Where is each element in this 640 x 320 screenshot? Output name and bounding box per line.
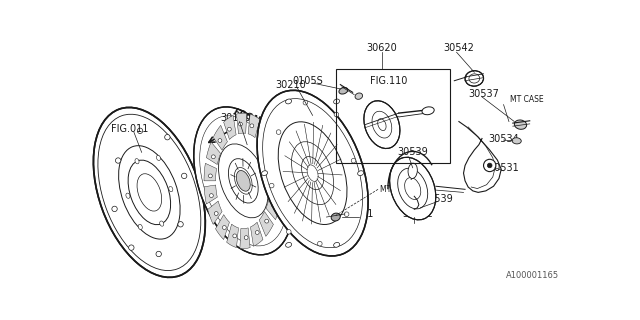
Ellipse shape bbox=[138, 224, 142, 229]
Circle shape bbox=[178, 221, 183, 227]
Text: MT CASE: MT CASE bbox=[380, 185, 414, 194]
Ellipse shape bbox=[93, 108, 205, 277]
Polygon shape bbox=[216, 215, 230, 240]
Circle shape bbox=[164, 134, 170, 140]
Ellipse shape bbox=[194, 107, 293, 255]
Polygon shape bbox=[204, 185, 218, 204]
Circle shape bbox=[351, 158, 356, 163]
Circle shape bbox=[271, 203, 275, 207]
Text: 30210: 30210 bbox=[276, 80, 307, 90]
Text: A50831: A50831 bbox=[337, 209, 374, 219]
Circle shape bbox=[138, 128, 143, 133]
Polygon shape bbox=[236, 113, 247, 134]
Text: FIG.011: FIG.011 bbox=[111, 124, 148, 134]
Polygon shape bbox=[250, 222, 263, 246]
Circle shape bbox=[250, 124, 254, 128]
Text: 30534: 30534 bbox=[488, 133, 519, 143]
Circle shape bbox=[344, 212, 349, 217]
Circle shape bbox=[268, 146, 272, 150]
Polygon shape bbox=[248, 114, 260, 138]
Polygon shape bbox=[240, 228, 250, 249]
Text: 0105S: 0105S bbox=[292, 76, 323, 86]
Bar bbox=[336, 69, 450, 163]
Circle shape bbox=[265, 219, 269, 223]
Polygon shape bbox=[206, 142, 221, 164]
Polygon shape bbox=[264, 137, 279, 161]
Circle shape bbox=[227, 127, 231, 131]
Circle shape bbox=[156, 251, 161, 257]
Circle shape bbox=[287, 229, 291, 234]
Text: MT CASE: MT CASE bbox=[509, 95, 543, 105]
Polygon shape bbox=[259, 212, 273, 236]
Polygon shape bbox=[213, 125, 227, 150]
Circle shape bbox=[303, 100, 308, 105]
Ellipse shape bbox=[135, 159, 139, 164]
Circle shape bbox=[275, 184, 278, 188]
Circle shape bbox=[218, 139, 222, 142]
Circle shape bbox=[484, 159, 496, 172]
Ellipse shape bbox=[285, 243, 292, 247]
Text: 30502: 30502 bbox=[402, 209, 433, 219]
Text: 30531: 30531 bbox=[488, 163, 519, 173]
Text: 30100: 30100 bbox=[220, 114, 251, 124]
Circle shape bbox=[209, 174, 212, 178]
Ellipse shape bbox=[358, 171, 364, 176]
Circle shape bbox=[129, 245, 134, 250]
Text: 30542: 30542 bbox=[444, 43, 474, 52]
Polygon shape bbox=[227, 224, 239, 248]
Ellipse shape bbox=[333, 243, 340, 247]
Text: 30539: 30539 bbox=[422, 194, 452, 204]
Text: FRONT: FRONT bbox=[232, 108, 268, 128]
Polygon shape bbox=[204, 163, 216, 181]
Ellipse shape bbox=[364, 101, 400, 148]
Ellipse shape bbox=[339, 87, 348, 94]
Ellipse shape bbox=[355, 93, 363, 99]
Ellipse shape bbox=[236, 171, 250, 191]
Circle shape bbox=[317, 241, 322, 246]
Circle shape bbox=[223, 226, 227, 229]
Text: FIG.110: FIG.110 bbox=[371, 76, 408, 86]
Text: A100001165: A100001165 bbox=[506, 271, 559, 280]
Ellipse shape bbox=[512, 138, 521, 144]
Ellipse shape bbox=[515, 120, 527, 129]
Ellipse shape bbox=[169, 187, 173, 192]
Circle shape bbox=[334, 112, 339, 117]
Circle shape bbox=[115, 158, 121, 163]
Polygon shape bbox=[269, 158, 282, 177]
Ellipse shape bbox=[333, 99, 340, 104]
Ellipse shape bbox=[390, 157, 436, 220]
Polygon shape bbox=[257, 122, 271, 147]
Circle shape bbox=[260, 132, 264, 136]
Circle shape bbox=[214, 212, 218, 215]
Circle shape bbox=[276, 130, 281, 134]
Polygon shape bbox=[208, 201, 222, 224]
Circle shape bbox=[488, 163, 492, 168]
Circle shape bbox=[255, 231, 259, 235]
Ellipse shape bbox=[285, 99, 292, 104]
Circle shape bbox=[112, 206, 117, 212]
Ellipse shape bbox=[126, 193, 130, 198]
Ellipse shape bbox=[408, 163, 417, 179]
Polygon shape bbox=[270, 181, 283, 198]
Circle shape bbox=[182, 173, 187, 179]
Ellipse shape bbox=[257, 90, 368, 256]
Ellipse shape bbox=[156, 155, 161, 161]
Text: 30620: 30620 bbox=[367, 43, 397, 52]
Circle shape bbox=[269, 183, 274, 188]
Ellipse shape bbox=[159, 221, 164, 226]
Polygon shape bbox=[266, 197, 280, 220]
Ellipse shape bbox=[465, 71, 484, 86]
Circle shape bbox=[239, 122, 243, 126]
Polygon shape bbox=[223, 116, 236, 140]
Ellipse shape bbox=[331, 213, 340, 221]
Circle shape bbox=[233, 234, 237, 238]
Ellipse shape bbox=[422, 107, 434, 115]
Circle shape bbox=[273, 164, 277, 168]
Text: 30539: 30539 bbox=[397, 147, 428, 157]
Circle shape bbox=[209, 194, 213, 197]
Text: 30537: 30537 bbox=[468, 89, 499, 99]
Ellipse shape bbox=[262, 171, 268, 176]
Circle shape bbox=[211, 155, 215, 159]
Circle shape bbox=[244, 236, 248, 240]
